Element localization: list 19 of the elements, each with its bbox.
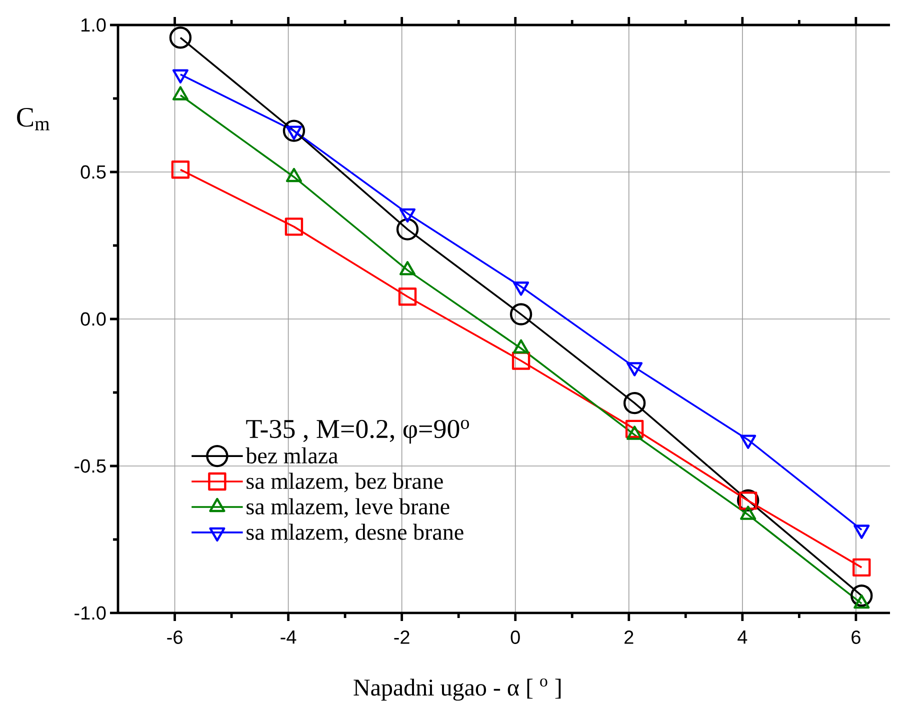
y-tick-label: -0.5 [74, 459, 106, 473]
x-tick-label: 6 [852, 630, 860, 644]
y-tick-label: -1.0 [74, 606, 106, 620]
x-tick-label: -6 [167, 630, 182, 644]
x-tick-label: -4 [280, 630, 296, 644]
x-axis-title: Napadni ugao - α [ $^{o}$ ] [354, 678, 561, 701]
legend-title: T-35 , M=0.2, φ=90$^{o}$ [246, 420, 469, 444]
y-tick-label: 1.0 [82, 18, 106, 32]
legend-label: bez mlaza [246, 447, 338, 464]
legend-label: sa mlazem, desne brane [246, 524, 464, 544]
x-tick-label: 0 [510, 630, 520, 644]
x-tick-label: 2 [624, 630, 634, 644]
x-tick-label: -2 [394, 630, 410, 644]
y-tick-label: 0.0 [80, 312, 106, 326]
y-tick-label: 0.5 [80, 165, 106, 179]
y-axis-title: C$_{m}$ [17, 108, 50, 130]
legend-label: sa mlazem, bez brane [246, 472, 443, 492]
x-tick-label: 4 [738, 630, 748, 644]
legend-label: sa mlazem, leve brane [246, 498, 450, 518]
